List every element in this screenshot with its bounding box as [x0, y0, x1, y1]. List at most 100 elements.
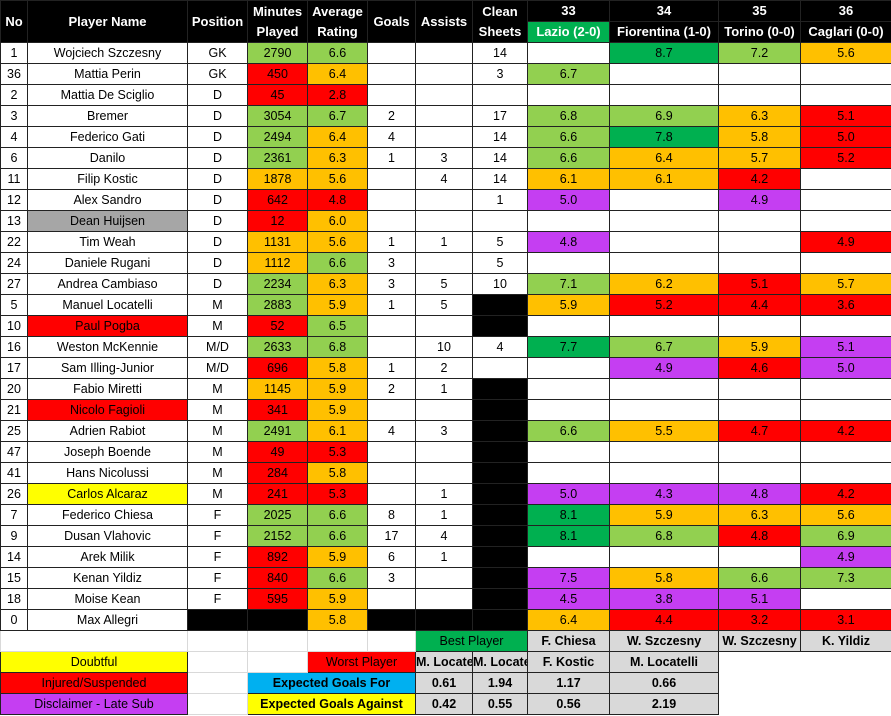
assists — [415, 609, 473, 631]
match-rating — [527, 252, 610, 274]
assists: 1 — [415, 231, 473, 253]
match-rating: 6.8 — [609, 525, 719, 547]
goals: 8 — [367, 504, 416, 526]
rating: 5.8 — [307, 357, 368, 379]
player-name: Arek Milik — [27, 546, 188, 568]
assists — [415, 189, 473, 211]
match-rating — [609, 441, 719, 463]
position: M/D — [187, 357, 248, 379]
number: 22 — [0, 231, 28, 253]
rating: 2.8 — [307, 84, 368, 106]
number: 12 — [0, 189, 28, 211]
rating: 5.6 — [307, 168, 368, 190]
goals — [367, 462, 416, 484]
match-rating: 5.2 — [609, 294, 719, 316]
match-rating: 4.9 — [800, 231, 891, 253]
column-header: Assists — [415, 0, 473, 43]
position: D — [187, 84, 248, 106]
match-rating: 4.2 — [800, 420, 891, 442]
match-opponent: Caglari (0-0) — [800, 21, 891, 43]
minutes: 1145 — [247, 378, 308, 400]
match-rating — [718, 378, 801, 400]
match-rating: 7.7 — [527, 336, 610, 358]
match-rating: 6.6 — [527, 126, 610, 148]
rating: 4.8 — [307, 189, 368, 211]
row: 10 Paul Pogba M 52 6.5 — [0, 315, 891, 337]
match-rating — [800, 63, 891, 85]
match-rating — [609, 252, 719, 274]
match-rating: 4.8 — [718, 483, 801, 505]
match-rating — [527, 315, 610, 337]
player-name: Tim Weah — [27, 231, 188, 253]
match-rating: 6.2 — [609, 273, 719, 295]
clean-sheets — [472, 588, 528, 610]
summary-label: Expected Goals For — [247, 672, 416, 694]
clean-sheets — [472, 84, 528, 106]
goals — [367, 483, 416, 505]
match-number: 35 — [718, 0, 801, 22]
player-name: Manuel Locatelli — [27, 294, 188, 316]
row: 26 Carlos Alcaraz M 241 5.3 1 5.0 4.3 4.8 4.2 — [0, 483, 891, 505]
match-rating — [800, 315, 891, 337]
match-rating — [800, 378, 891, 400]
assists: 4 — [415, 168, 473, 190]
clean-sheets: 3 — [472, 63, 528, 85]
summary-value: 2.19 — [609, 693, 719, 715]
position: D — [187, 147, 248, 169]
match-rating: 5.6 — [800, 42, 891, 64]
minutes: 49 — [247, 441, 308, 463]
match-rating — [527, 462, 610, 484]
match-rating — [527, 42, 610, 64]
position: M — [187, 462, 248, 484]
minutes: 1112 — [247, 252, 308, 274]
clean-sheets — [472, 294, 528, 316]
position: M — [187, 294, 248, 316]
position: M — [187, 441, 248, 463]
summary-label: Expected Goals Against — [247, 693, 416, 715]
position: GK — [187, 63, 248, 85]
minutes: 241 — [247, 483, 308, 505]
assists: 3 — [415, 420, 473, 442]
summary-value: 1.94 — [472, 672, 528, 694]
goals — [367, 210, 416, 232]
goals: 6 — [367, 546, 416, 568]
match-rating — [609, 462, 719, 484]
rating: 5.6 — [307, 231, 368, 253]
summary-value: 1.17 — [527, 672, 610, 694]
match-rating: 4.6 — [718, 357, 801, 379]
summary-value: W. Szczesny — [718, 630, 801, 652]
rating: 5.8 — [307, 609, 368, 631]
blank — [247, 630, 308, 652]
minutes: 12 — [247, 210, 308, 232]
rating: 6.4 — [307, 63, 368, 85]
row: 2 Mattia De Sciglio D 45 2.8 — [0, 84, 891, 106]
number: 15 — [0, 567, 28, 589]
minutes: 2491 — [247, 420, 308, 442]
assists — [415, 252, 473, 274]
position: D — [187, 231, 248, 253]
match-rating — [800, 189, 891, 211]
number: 41 — [0, 462, 28, 484]
row: 22 Tim Weah D 1131 5.6 1 1 5 4.8 4.9 — [0, 231, 891, 253]
number: 27 — [0, 273, 28, 295]
match-opponent: Fiorentina (1-0) — [609, 21, 719, 43]
rating: 5.9 — [307, 378, 368, 400]
match-rating: 5.5 — [609, 420, 719, 442]
rating: 5.9 — [307, 546, 368, 568]
summary-value: 0.56 — [527, 693, 610, 715]
goals — [367, 189, 416, 211]
clean-sheets: 5 — [472, 231, 528, 253]
row: 20 Fabio Miretti M 1145 5.9 2 1 — [0, 378, 891, 400]
summary-label: Best Player — [415, 630, 528, 652]
goals: 4 — [367, 126, 416, 148]
blank — [187, 693, 248, 715]
row: Disclaimer - Late Sub Expected Goals Agai… — [0, 693, 891, 715]
goals — [367, 441, 416, 463]
number: 2 — [0, 84, 28, 106]
match-rating: 4.8 — [527, 231, 610, 253]
match-rating — [800, 210, 891, 232]
minutes: 284 — [247, 462, 308, 484]
match-rating: 4.7 — [718, 420, 801, 442]
